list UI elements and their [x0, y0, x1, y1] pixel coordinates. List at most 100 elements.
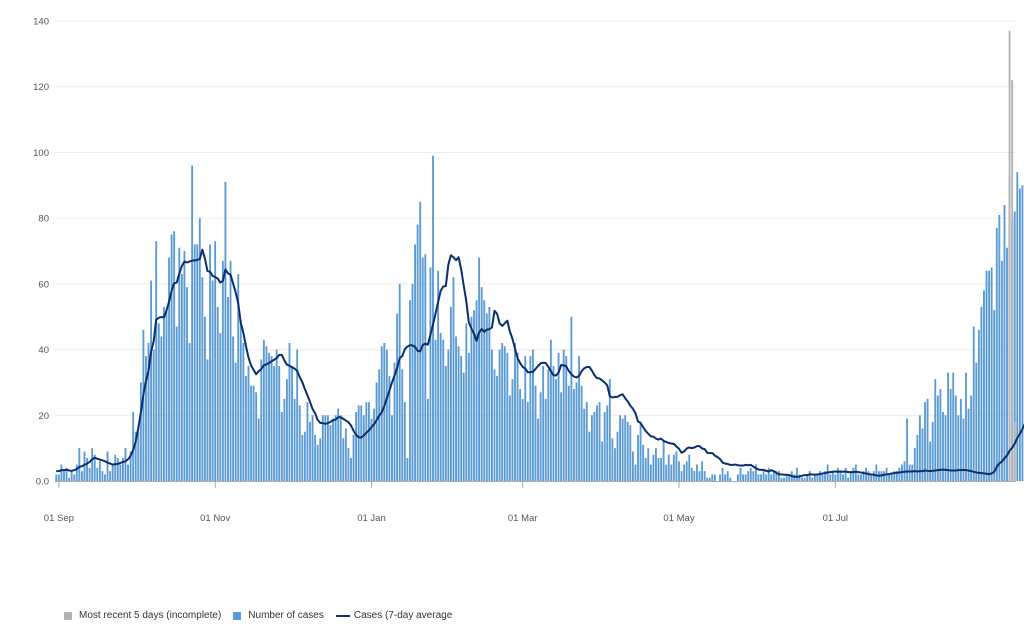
bar — [488, 306, 491, 481]
bar — [521, 398, 524, 481]
bar — [311, 415, 314, 481]
bar — [98, 461, 101, 481]
bar — [429, 267, 432, 481]
bar — [191, 165, 194, 482]
bar — [55, 474, 58, 481]
bar — [685, 461, 688, 481]
bar — [357, 405, 360, 481]
bar — [367, 402, 370, 481]
bar — [260, 359, 263, 481]
x-tick-label: 01 May — [663, 513, 694, 524]
bar — [706, 477, 709, 481]
bar — [970, 395, 973, 481]
bar — [162, 306, 165, 481]
bar — [849, 471, 852, 481]
x-axis-labels: 01 Sep 01 Nov 01 Jan 01 Mar 01 May 01 Jul — [44, 513, 848, 524]
bar — [585, 402, 588, 481]
bar — [460, 356, 463, 481]
bar — [355, 412, 358, 481]
bar — [780, 477, 783, 481]
bar — [875, 464, 878, 481]
bar — [529, 356, 532, 481]
bar — [452, 277, 455, 481]
bar — [65, 467, 68, 481]
legend-item-incomplete[interactable]: Most recent 5 days (incomplete) — [64, 610, 221, 621]
bar — [262, 339, 265, 481]
bar — [91, 448, 94, 481]
bar — [762, 471, 765, 481]
bar — [831, 471, 834, 481]
bar — [101, 471, 104, 481]
bar — [573, 389, 575, 481]
bar — [1016, 172, 1019, 481]
bar — [109, 471, 112, 481]
bar — [391, 415, 393, 481]
bar — [1011, 80, 1014, 482]
bar — [590, 415, 593, 481]
bar — [737, 474, 739, 481]
bar — [475, 300, 478, 481]
bar — [419, 201, 422, 481]
bar — [416, 224, 419, 481]
bar — [244, 375, 247, 481]
bar — [147, 343, 150, 481]
bar — [703, 471, 706, 481]
bar — [219, 333, 222, 481]
bar — [145, 356, 147, 481]
bar — [911, 464, 914, 481]
y-tick-label: 60 — [38, 279, 49, 290]
bar — [995, 228, 998, 481]
bar — [321, 415, 324, 481]
bar — [629, 425, 632, 481]
bar — [939, 389, 942, 481]
bar — [598, 402, 601, 481]
bar — [339, 415, 342, 481]
bar — [929, 441, 932, 481]
bar — [729, 477, 732, 481]
bar — [396, 313, 399, 481]
bar — [344, 428, 347, 481]
bar — [455, 336, 457, 481]
bar — [888, 474, 891, 481]
bar — [1013, 421, 1016, 481]
bar — [644, 458, 647, 481]
bar — [959, 398, 962, 481]
bar — [334, 415, 337, 481]
bar — [614, 448, 616, 481]
bar — [549, 339, 552, 481]
bar — [760, 474, 762, 481]
bar — [188, 343, 191, 481]
legend-item-cases[interactable]: Number of cases — [233, 610, 324, 621]
bar — [196, 244, 199, 481]
bar — [155, 241, 158, 481]
bar — [326, 415, 329, 481]
bar — [478, 257, 481, 481]
bar — [811, 477, 814, 481]
bar — [847, 477, 850, 481]
bar — [1006, 247, 1008, 481]
bar — [96, 467, 99, 481]
bar — [370, 418, 373, 481]
bar — [470, 316, 473, 481]
bar — [278, 366, 281, 481]
bar — [634, 464, 637, 481]
bar — [870, 474, 873, 481]
legend-swatch-average — [335, 614, 350, 617]
bar — [701, 461, 704, 481]
bar — [575, 382, 578, 481]
bar — [362, 415, 365, 481]
bar — [980, 306, 983, 481]
bar — [127, 464, 129, 481]
bar — [257, 418, 260, 481]
bar — [895, 471, 898, 481]
bar — [298, 405, 301, 481]
bar — [721, 467, 724, 481]
bar — [301, 435, 304, 481]
bar — [655, 448, 657, 481]
bar — [749, 467, 752, 481]
bar — [293, 398, 296, 481]
bar — [406, 458, 409, 481]
bar — [890, 474, 893, 481]
bar — [201, 277, 204, 481]
legend-item-average[interactable]: Cases (7-day average — [335, 610, 452, 621]
